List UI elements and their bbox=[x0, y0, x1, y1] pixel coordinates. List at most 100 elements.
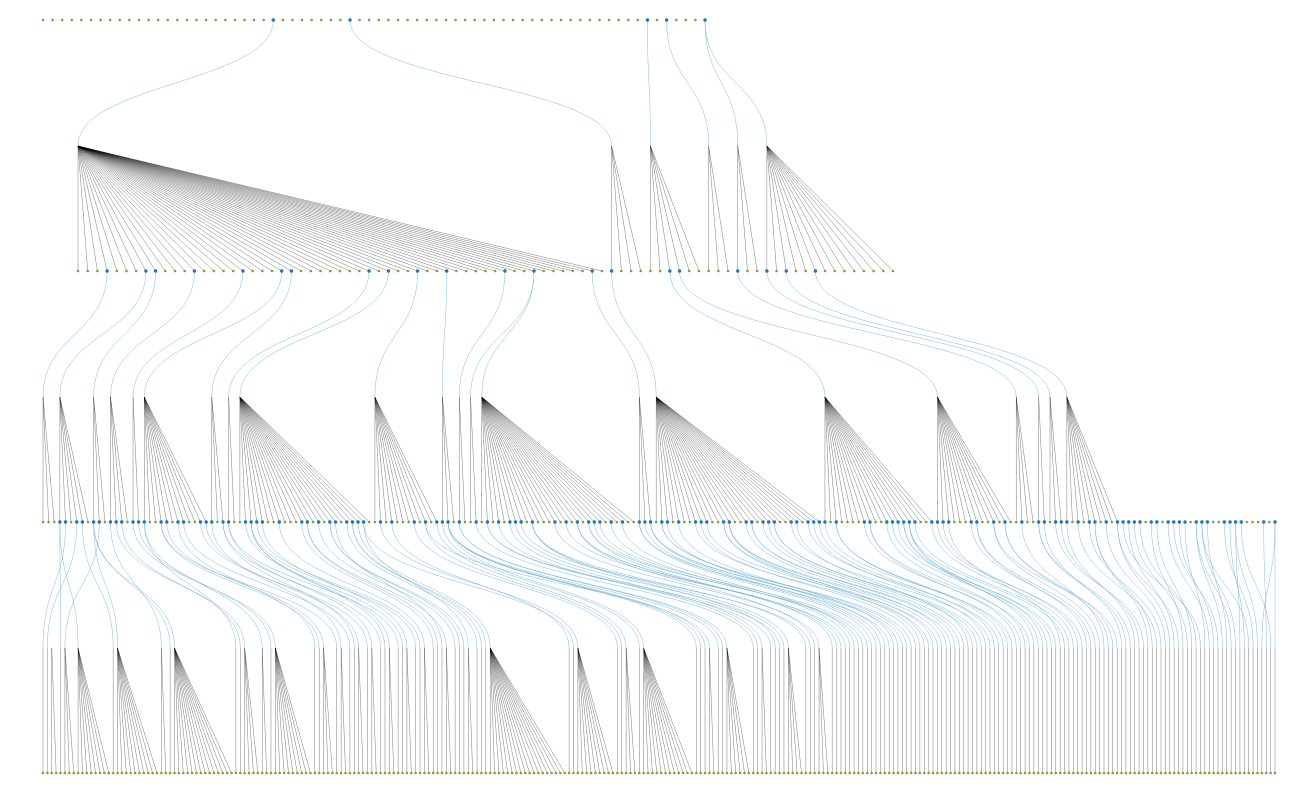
leaf-node bbox=[998, 520, 1001, 524]
leaf-node bbox=[537, 771, 540, 775]
leaf-node bbox=[620, 771, 624, 775]
leaf-node bbox=[510, 771, 514, 775]
leaf-node bbox=[283, 520, 287, 524]
parent-link bbox=[909, 521, 1065, 649]
child-edge bbox=[144, 396, 179, 523]
child-edge bbox=[77, 145, 370, 272]
child-edge bbox=[77, 145, 496, 272]
child-edge bbox=[577, 647, 605, 774]
child-edge bbox=[766, 145, 777, 272]
parent-link bbox=[82, 521, 114, 649]
internal-node bbox=[834, 520, 838, 524]
leaf-node bbox=[1217, 520, 1221, 524]
internal-node bbox=[485, 520, 490, 524]
internal-node bbox=[913, 520, 917, 524]
leaf-node bbox=[1256, 520, 1260, 524]
leaf-node bbox=[377, 269, 381, 273]
internal-node bbox=[1262, 520, 1266, 524]
parent-link bbox=[976, 521, 1087, 649]
child-edge bbox=[239, 396, 331, 523]
child-edge bbox=[1066, 396, 1107, 523]
internal-node bbox=[1042, 520, 1047, 524]
leaf-node bbox=[725, 771, 729, 775]
internal-node bbox=[902, 520, 906, 524]
leaf-node bbox=[787, 771, 790, 775]
child-edge bbox=[1066, 396, 1079, 523]
child-edge bbox=[643, 647, 657, 774]
leaf-node bbox=[125, 269, 128, 273]
child-edge bbox=[490, 647, 535, 774]
parent-link bbox=[470, 270, 535, 398]
child-edge bbox=[144, 396, 156, 523]
child-edge bbox=[490, 647, 522, 774]
leaf-node bbox=[1099, 520, 1102, 524]
leaf-node bbox=[620, 269, 623, 273]
leaf-node bbox=[328, 269, 332, 273]
child-edge bbox=[481, 396, 522, 523]
child-edge bbox=[481, 396, 567, 523]
parent-link bbox=[1004, 521, 1114, 649]
leaf-node bbox=[887, 771, 891, 775]
leaf-node bbox=[1212, 771, 1215, 775]
internal-node bbox=[795, 520, 799, 524]
parent-link bbox=[349, 19, 612, 147]
child-edge bbox=[174, 647, 228, 774]
leaf-node bbox=[190, 771, 194, 775]
leaf-node bbox=[846, 520, 849, 524]
leaf-node bbox=[658, 269, 662, 273]
leaf-node bbox=[322, 520, 326, 524]
child-edge bbox=[625, 647, 631, 774]
leaf-node bbox=[217, 771, 220, 775]
parent-link bbox=[1122, 521, 1201, 649]
leaf-node bbox=[69, 520, 73, 524]
child-edge bbox=[77, 145, 593, 272]
parent-link bbox=[509, 521, 763, 649]
internal-node bbox=[120, 520, 124, 524]
leaf-node bbox=[626, 520, 630, 524]
child-edge bbox=[244, 647, 254, 774]
leaf-node bbox=[541, 771, 545, 775]
child-edge bbox=[77, 145, 573, 272]
leaf-node bbox=[311, 520, 315, 524]
leaf-node bbox=[1273, 771, 1277, 775]
parent-link bbox=[892, 521, 1048, 649]
child-edge bbox=[1016, 396, 1028, 523]
parent-link bbox=[329, 521, 465, 649]
leaf-node bbox=[289, 520, 292, 524]
leaf-node bbox=[822, 771, 825, 775]
leaf-node bbox=[173, 269, 177, 273]
child-edge bbox=[643, 647, 675, 774]
internal-node bbox=[1149, 520, 1153, 524]
parent-link bbox=[1195, 521, 1232, 649]
leaf-node bbox=[469, 520, 472, 524]
leaf-node bbox=[41, 520, 45, 524]
child-edge bbox=[77, 145, 350, 272]
parent-link bbox=[64, 521, 100, 649]
leaf-node bbox=[1142, 771, 1145, 775]
internal-node bbox=[896, 520, 900, 524]
leaf-node bbox=[348, 771, 352, 775]
leaf-node bbox=[769, 771, 773, 775]
leaf-node bbox=[865, 771, 869, 775]
parent-link bbox=[245, 521, 403, 649]
tree-edges bbox=[42, 145, 1276, 774]
leaf-node bbox=[1159, 771, 1163, 775]
parent-link bbox=[704, 19, 739, 147]
leaf-node bbox=[712, 771, 716, 775]
leaf-node bbox=[578, 18, 582, 22]
internal-node bbox=[496, 520, 501, 524]
child-edge bbox=[239, 396, 347, 523]
child-edge bbox=[459, 396, 466, 523]
leaf-node bbox=[291, 18, 294, 22]
leaf-node bbox=[319, 269, 322, 273]
leaf-node bbox=[914, 771, 917, 775]
parent-link bbox=[177, 521, 316, 649]
child-edge bbox=[656, 396, 730, 523]
leaf-node bbox=[848, 771, 852, 775]
child-edge bbox=[824, 396, 837, 523]
leaf-node bbox=[474, 269, 478, 273]
leaf-node bbox=[833, 269, 837, 273]
internal-node bbox=[345, 520, 349, 524]
parent-link bbox=[425, 521, 710, 649]
child-edge bbox=[117, 647, 131, 774]
